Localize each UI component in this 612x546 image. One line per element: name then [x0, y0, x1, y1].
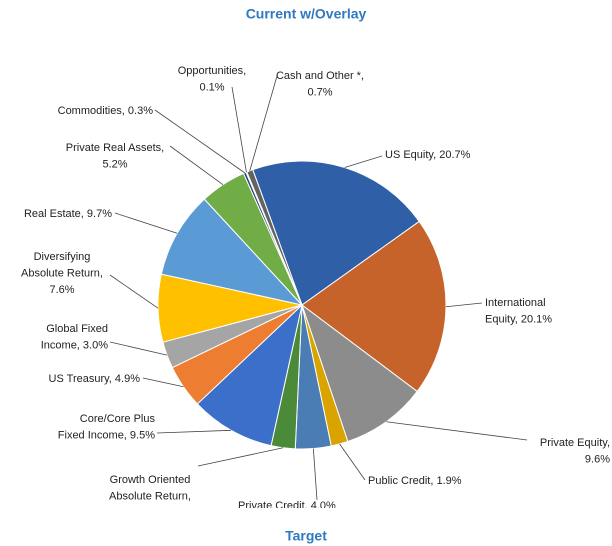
leader-line [169, 145, 224, 185]
data-label: Private Credit, 4.0% [238, 500, 336, 512]
pie-slice [301, 220, 447, 393]
data-label: US Treasury, 4.9% [49, 373, 141, 385]
pie-slice [301, 303, 418, 443]
leader-line [156, 429, 232, 434]
data-label: 0.1% [199, 81, 224, 93]
chart-subtitle: Target [285, 528, 327, 544]
leader-line [142, 377, 184, 388]
data-label: Real Estate, 9.7% [24, 208, 112, 220]
data-label: Commodities, 0.3% [58, 105, 154, 117]
pie [157, 160, 447, 450]
leader-line [231, 86, 247, 173]
leader-line [386, 421, 528, 441]
data-label: 2.7% [137, 507, 162, 519]
data-label: 7.6% [49, 284, 74, 296]
pie-slice [160, 198, 304, 306]
pie-slice [246, 169, 303, 306]
leader-line [445, 302, 483, 308]
leader-line [344, 155, 383, 168]
data-label: Income, 3.0% [41, 339, 108, 351]
data-label: Growth Oriented [110, 474, 191, 486]
data-label: Private Equity, [540, 437, 610, 449]
leader-line [197, 447, 284, 467]
labels: US Equity, 20.7% International Equity, 20.… [21, 65, 610, 519]
data-label: Cash and Other *, [276, 70, 364, 82]
leader-line [339, 443, 366, 481]
data-label: 9.6% [585, 453, 610, 465]
data-label: Opportunities, [178, 65, 246, 77]
data-label: Equity, 20.1% [485, 313, 552, 325]
data-label: Fixed Income, 9.5% [58, 429, 155, 441]
pie-slice [196, 303, 303, 447]
data-label: Private Real Assets, [66, 142, 164, 154]
pie-slice [252, 160, 420, 306]
data-label: Absolute Return, [21, 267, 103, 279]
data-label: Core/Core Plus [80, 413, 156, 425]
data-label: Public Credit, 1.9% [368, 475, 462, 487]
data-label: Diversifying [34, 251, 91, 263]
leader-line [114, 212, 178, 234]
leader-line [312, 448, 318, 501]
data-label: Global Fixed [46, 323, 108, 335]
data-label: International [485, 297, 546, 309]
leader-line [154, 109, 245, 174]
data-label: Absolute Return, [109, 490, 191, 502]
leader-line [109, 274, 159, 309]
data-label: 0.7% [307, 86, 332, 98]
data-label: 5.2% [102, 158, 127, 170]
leader-line [249, 75, 278, 171]
chart-title: Current w/Overlay [246, 6, 367, 22]
data-label: US Equity, 20.7% [385, 149, 471, 161]
leader-line [109, 341, 168, 356]
